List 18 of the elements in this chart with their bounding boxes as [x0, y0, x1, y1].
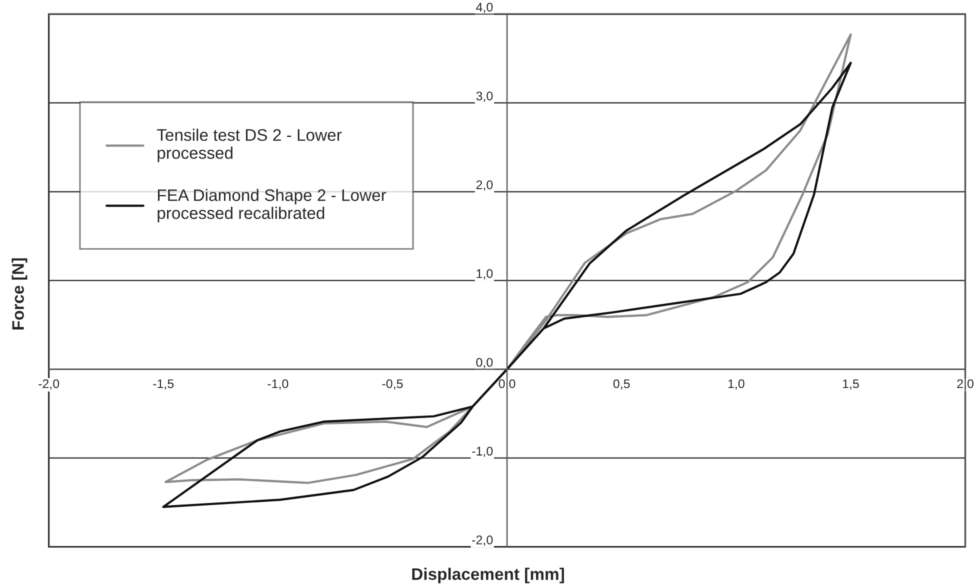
x-tick-label: 1,0 [728, 379, 744, 390]
x-tick-label: -0,5 [382, 379, 403, 390]
y-tick-label: 3,0 [476, 92, 493, 102]
y-tick-label: 4,0 [476, 2, 493, 14]
x-tick-label: -1,5 [153, 379, 174, 390]
y-tick-label: 0,0 [476, 358, 493, 368]
x-tick-label: 0,5 [613, 379, 630, 390]
x-tick-label: -2,0 [38, 379, 60, 390]
x-tick-label: -1,0 [268, 379, 288, 390]
x-tick-label: 1,5 [842, 379, 859, 390]
legend-label: FEA Diamond Shape 2 - Lower processed recalibrated [158, 188, 386, 222]
y-tick-label: -2,0 [472, 536, 493, 546]
y-tick-label: 2,0 [476, 180, 493, 191]
y-axis-title: Force [N] [12, 258, 28, 330]
y-tick-label: -1,0 [472, 446, 493, 458]
x-axis-title: Displacement [mm] [412, 568, 564, 584]
y-tick-label: 1,0 [476, 269, 493, 280]
legend-label: Tensile test DS 2 - Lower processed [157, 128, 342, 162]
